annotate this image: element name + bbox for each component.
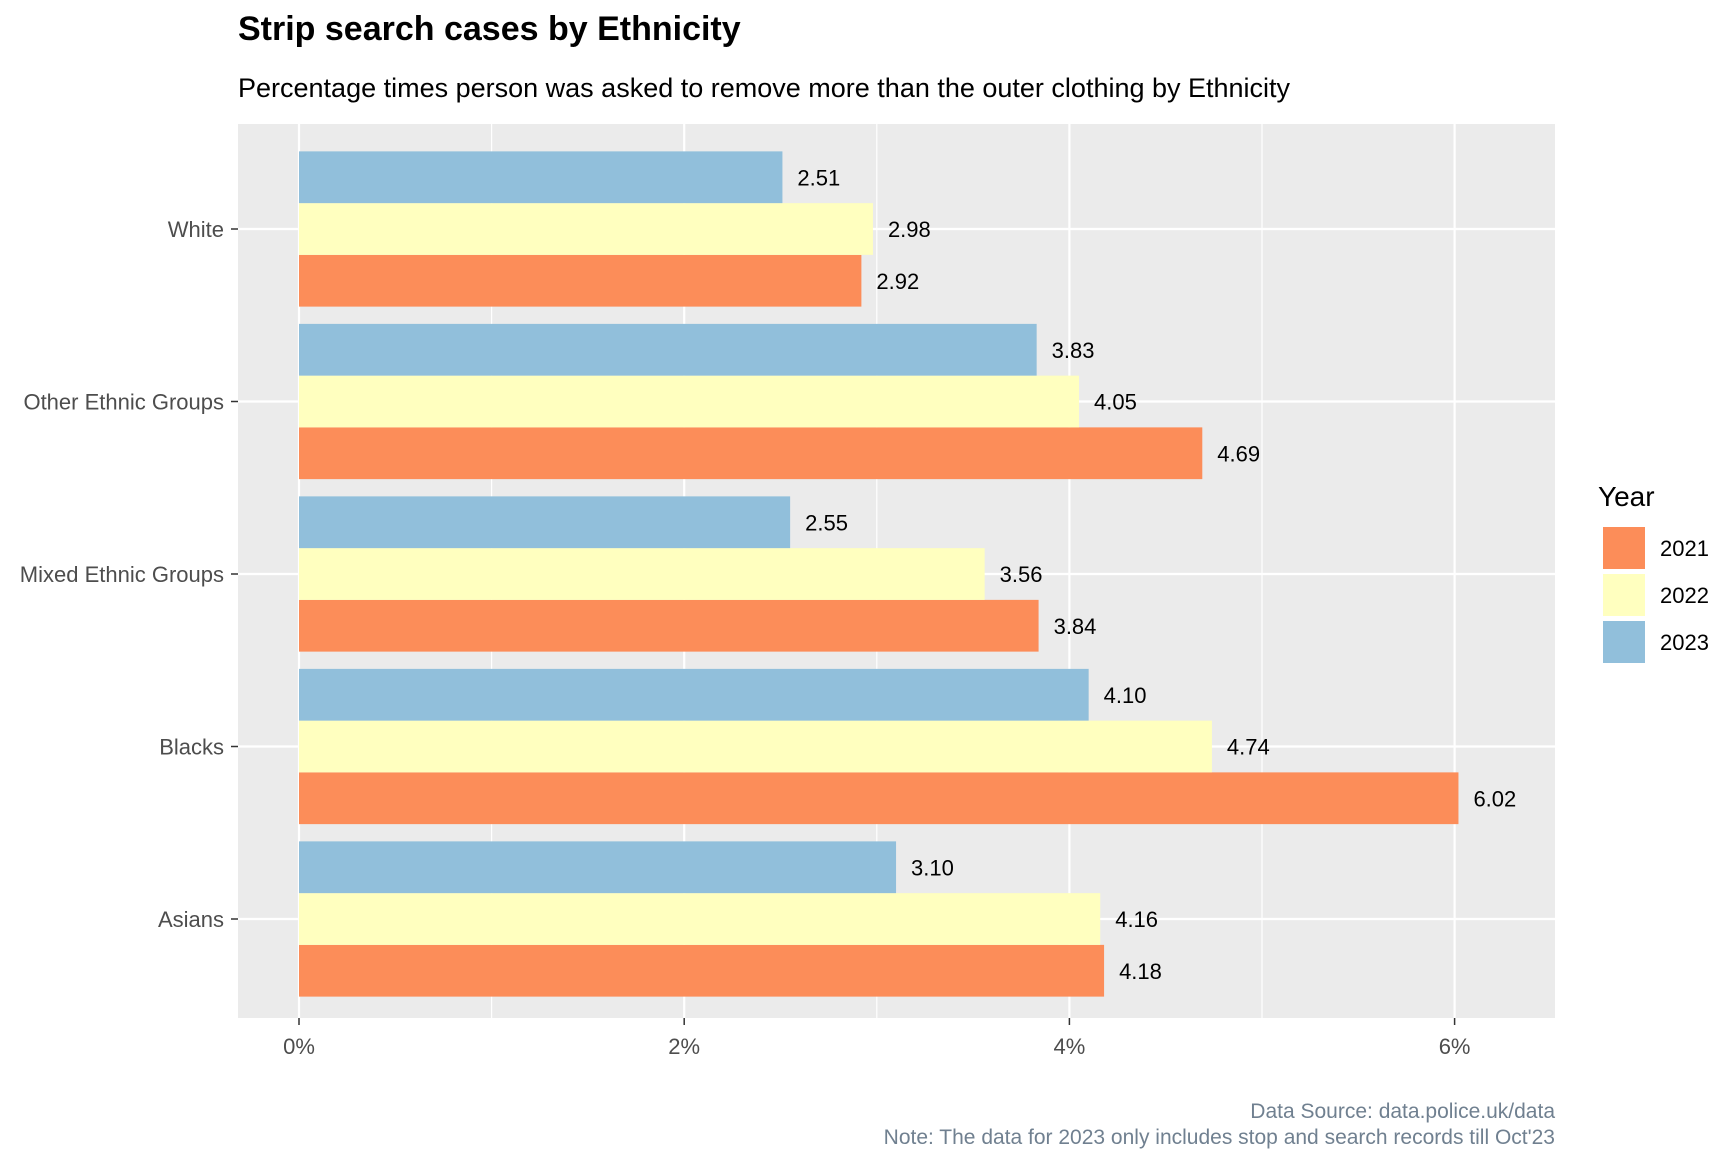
bar-value-label: 3.56 xyxy=(1000,562,1043,587)
caption-source: Data Source: data.police.uk/data xyxy=(1250,1100,1555,1123)
bar-value-label: 2.51 xyxy=(797,165,840,190)
y-axis: Asians Blacks Mixed Ethnic Groups Other Eth… xyxy=(20,217,238,932)
chart-title: Strip search cases by Ethnicity xyxy=(238,10,741,48)
x-axis: 0% 2% 4% 6% xyxy=(283,1018,1470,1059)
bar-2021-blacks xyxy=(299,772,1459,825)
bar-2022-asians xyxy=(299,893,1101,945)
legend-title: Year xyxy=(1598,481,1655,512)
bar-2022-other-ethnic-groups xyxy=(299,375,1080,428)
bar-2023-blacks xyxy=(299,668,1089,721)
x-tick-label: 6% xyxy=(1439,1034,1471,1059)
legend-label-2023: 2023 xyxy=(1660,630,1709,655)
bar-value-label: 4.69 xyxy=(1217,441,1260,466)
bar-value-label: 6.02 xyxy=(1473,786,1516,811)
x-tick-label: 4% xyxy=(1054,1034,1086,1059)
bar-value-label: 4.10 xyxy=(1104,683,1147,708)
y-tick-label: Blacks xyxy=(159,735,224,760)
bar-2021-asians xyxy=(299,944,1105,997)
bar-value-label: 4.18 xyxy=(1119,959,1162,984)
bar-2021-mixed-ethnic-groups xyxy=(299,599,1039,652)
y-tick-label: Mixed Ethnic Groups xyxy=(20,562,224,587)
bar-2021-other-ethnic-groups xyxy=(299,427,1203,480)
legend: Year 2021 2022 2023 xyxy=(1598,481,1709,663)
plot-panel: 4.18 4.16 3.10 6.02 4.74 4.10 3.84 3.56 2.55 4.69… xyxy=(238,124,1555,1018)
legend-key-2021 xyxy=(1603,527,1645,569)
bar-value-label: 4.74 xyxy=(1227,735,1270,760)
legend-key-2022 xyxy=(1603,574,1645,616)
y-tick-label: White xyxy=(168,217,224,242)
y-tick-label: Asians xyxy=(158,907,224,932)
caption-note: Note: The data for 2023 only includes st… xyxy=(884,1126,1555,1149)
bar-value-label: 4.05 xyxy=(1094,390,1137,415)
bar-2022-white xyxy=(299,203,873,255)
legend-label-2022: 2022 xyxy=(1660,583,1709,608)
bar-value-label: 3.84 xyxy=(1054,614,1097,639)
bar-2021-white xyxy=(299,254,862,307)
bar-2023-other-ethnic-groups xyxy=(299,323,1037,376)
bar-value-label: 2.98 xyxy=(888,217,931,242)
bar-2023-white xyxy=(299,151,783,204)
chart-subtitle: Percentage times person was asked to rem… xyxy=(238,73,1291,103)
bar-2022-blacks xyxy=(299,720,1212,773)
x-tick-label: 2% xyxy=(668,1034,700,1059)
legend-label-2021: 2021 xyxy=(1660,536,1709,561)
bar-2023-asians xyxy=(299,841,897,894)
bar-2022-mixed-ethnic-groups xyxy=(299,548,985,600)
bar-value-label: 2.92 xyxy=(876,269,919,294)
x-tick-label: 0% xyxy=(283,1034,315,1059)
bar-value-label: 3.83 xyxy=(1052,338,1095,363)
y-tick-label: Other Ethnic Groups xyxy=(23,390,224,415)
bar-value-label: 2.55 xyxy=(805,510,848,535)
bar-value-label: 3.10 xyxy=(911,855,954,880)
bar-value-label: 4.16 xyxy=(1115,907,1158,932)
bar-2023-mixed-ethnic-groups xyxy=(299,496,791,549)
legend-key-2023 xyxy=(1603,621,1645,663)
